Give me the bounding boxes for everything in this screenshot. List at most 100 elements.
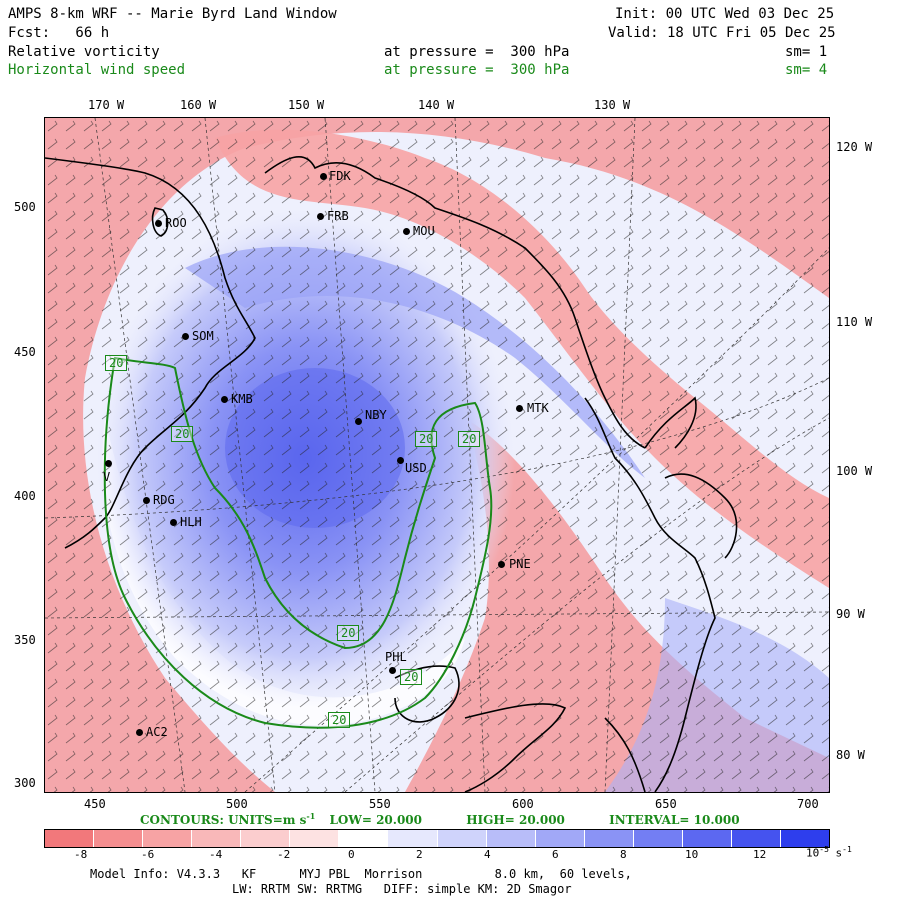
coastline: [45, 156, 738, 792]
contour-low: LOW= 20.000: [329, 813, 423, 827]
right-lon-label: 120 W: [836, 140, 873, 154]
station-marker: [170, 519, 177, 526]
colorbar-swatch: [682, 830, 732, 847]
graticule: [45, 118, 829, 792]
station-label: V: [103, 470, 111, 484]
bottom-grid-label: 650: [655, 797, 677, 811]
colorbar-units-tail: s: [835, 846, 843, 860]
left-grid-label: 400: [14, 489, 36, 503]
contour-label: 20: [337, 625, 360, 641]
colorbar-label: 0: [348, 848, 355, 861]
colorbar-units-exp: -5: [819, 845, 829, 854]
station-marker: [182, 333, 189, 340]
field1-level: at pressure = 300 hPa: [384, 44, 570, 60]
station-label: MOU: [413, 224, 435, 238]
left-grid-label: 450: [14, 345, 36, 359]
wind-barbs: [45, 118, 829, 792]
map-svg: [45, 118, 829, 792]
colorbar-label: 8: [620, 848, 627, 861]
colorbar-swatch: [143, 830, 193, 847]
station-label: FDK: [329, 169, 351, 183]
top-lon-label: 170 W: [88, 98, 125, 112]
valid-time: Valid: 18 UTC Fri 05 Dec 25: [608, 25, 836, 41]
colorbar-label: 4: [484, 848, 491, 861]
contour-label: 20: [171, 426, 194, 442]
left-grid-label: 300: [14, 776, 36, 790]
field2-level: at pressure = 300 hPa: [384, 62, 570, 78]
station-marker: [397, 457, 404, 464]
colorbar-swatch: [388, 830, 438, 847]
colorbar-swatch: [339, 830, 389, 847]
colorbar-swatch: [241, 830, 291, 847]
forecast-hour: Fcst: 66 h: [8, 25, 110, 41]
station-label: NBY: [365, 408, 387, 422]
station-label: AC2: [146, 725, 168, 739]
colorbar-label: -2: [277, 848, 291, 861]
station-marker: [143, 497, 150, 504]
colorbar-swatch: [290, 830, 340, 847]
colorbar-label: -6: [141, 848, 155, 861]
station-label: HLH: [180, 515, 202, 529]
station-label: USD: [405, 461, 427, 475]
station-marker: [155, 220, 162, 227]
station-marker: [403, 228, 410, 235]
map-panel: FDK FRB MOU ROO SOM KMB NBY MTK USD V RD…: [44, 117, 830, 793]
contour-label: 20: [458, 431, 481, 447]
station-label: ROO: [165, 216, 187, 230]
wind-speed-contour-20: [103, 356, 493, 729]
right-lon-label: 80 W: [836, 748, 865, 762]
model-info: Model Info: V4.3.3 KF MYJ PBL Morrison 8…: [90, 867, 632, 881]
bottom-grid-label: 550: [369, 797, 391, 811]
station-marker: [516, 405, 523, 412]
colorbar-swatch: [731, 830, 781, 847]
top-lon-label: 160 W: [180, 98, 217, 112]
contour-info: CONTOURS: UNITS=m s-1 LOW= 20.000 HIGH= …: [140, 811, 740, 827]
station-marker: [320, 173, 327, 180]
colorbar-units-base: 10: [806, 846, 820, 860]
colorbar-swatch: [535, 830, 585, 847]
colorbar-swatch: [633, 830, 683, 847]
field1-smoothing: sm= 1: [785, 44, 828, 60]
colorbar-swatch: [94, 830, 144, 847]
field2-name: Horizontal wind speed: [8, 62, 186, 78]
bottom-grid-label: 500: [226, 797, 248, 811]
contour-interval: INTERVAL= 10.000: [609, 813, 740, 827]
station-marker: [136, 729, 143, 736]
colorbar-swatch: [437, 830, 487, 847]
contour-label: 20: [105, 355, 128, 371]
physics-info: LW: RRTM SW: RRTMG DIFF: simple KM: 2D S…: [232, 882, 572, 896]
init-time: Init: 00 UTC Wed 03 Dec 25: [615, 6, 835, 22]
right-lon-label: 110 W: [836, 315, 873, 329]
right-lon-label: 100 W: [836, 464, 873, 478]
colorbar-swatch: [584, 830, 634, 847]
colorbar-label: 6: [552, 848, 559, 861]
contour-units-exp: -1: [306, 811, 316, 821]
colorbar-label: 12: [753, 848, 767, 861]
colorbar-swatch: [45, 830, 95, 847]
station-label: PHL: [385, 650, 407, 664]
station-label: PNE: [509, 557, 531, 571]
left-grid-label: 500: [14, 200, 36, 214]
top-lon-label: 150 W: [288, 98, 325, 112]
station-label: FRB: [327, 209, 349, 223]
colorbar-units: 10-5 s-1: [806, 845, 852, 860]
station-label: SOM: [192, 329, 214, 343]
colorbar-label: -8: [74, 848, 88, 861]
colorbar-label: 2: [416, 848, 423, 861]
station-label: KMB: [231, 392, 253, 406]
station-marker: [355, 418, 362, 425]
station-marker: [498, 561, 505, 568]
station-marker: [389, 667, 396, 674]
station-label: MTK: [527, 401, 549, 415]
colorbar-swatch: [780, 830, 829, 847]
colorbar-units-tail-exp: -1: [842, 845, 852, 854]
top-lon-label: 130 W: [594, 98, 631, 112]
bottom-grid-label: 600: [512, 797, 534, 811]
contour-units: CONTOURS: UNITS=m s: [140, 813, 307, 827]
vorticity-colorbar: [44, 829, 830, 848]
colorbar-swatch: [486, 830, 536, 847]
field1-name: Relative vorticity: [8, 44, 160, 60]
station-marker: [317, 213, 324, 220]
colorbar-label: -4: [209, 848, 223, 861]
contour-label: 20: [400, 669, 423, 685]
